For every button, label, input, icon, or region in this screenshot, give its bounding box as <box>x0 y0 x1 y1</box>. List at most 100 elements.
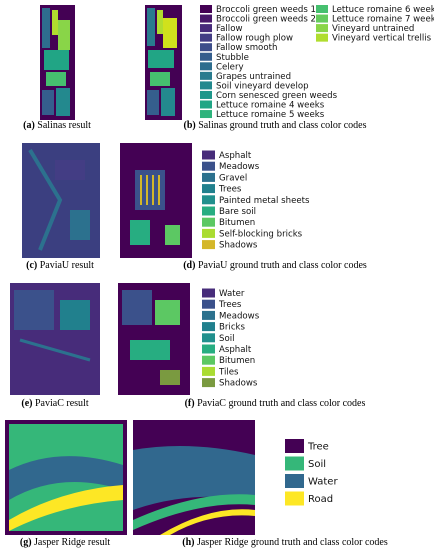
legend-label: Tiles <box>218 367 239 377</box>
salinas-result-map <box>40 5 75 120</box>
legend-swatch <box>202 228 215 238</box>
legend-swatch <box>285 474 304 488</box>
caption-text: Jasper Ridge result <box>34 537 110 548</box>
caption-text: Jasper Ridge ground truth and class colo… <box>197 537 388 548</box>
legend-swatch <box>200 90 212 99</box>
legend-label: Painted metal sheets <box>219 196 310 206</box>
legend-swatch <box>202 366 215 376</box>
legend-swatch <box>202 288 215 298</box>
legend-swatch <box>202 322 215 332</box>
legend-swatch <box>200 43 212 52</box>
paviau-ground-truth-map <box>120 143 192 258</box>
caption-text: Salinas result <box>37 120 91 131</box>
legend-label: Bare soil <box>219 207 256 217</box>
legend-label: Asphalt <box>219 151 252 161</box>
panel-caption: (h) Jasper Ridge ground truth and class … <box>182 537 388 548</box>
paviac-ground-truth-map <box>118 283 190 395</box>
legend-label: Shadows <box>219 241 258 251</box>
legend-swatch <box>202 172 215 182</box>
legend-label: Fallow smooth <box>216 43 277 53</box>
legend-label: Lettuce romaine 4 weeks <box>216 101 325 111</box>
legend-label: Lettuce romaine 5 weeks <box>216 110 325 120</box>
panel-caption: (c) PaviaU result <box>26 260 94 271</box>
legend-swatch <box>202 355 215 365</box>
legend-swatch <box>202 195 215 205</box>
legend-label: Broccoli green weeds 1 <box>216 5 316 15</box>
legend-swatch <box>316 24 328 33</box>
caption-text: PaviaU result <box>40 260 94 271</box>
legend-label: Shadows <box>219 379 258 389</box>
legend-swatch <box>285 439 304 453</box>
caption-label: (f) <box>185 398 195 409</box>
legend-swatch <box>202 217 215 227</box>
legend-swatch <box>200 110 212 119</box>
legend-label: Trees <box>218 185 242 195</box>
legend-swatch <box>202 310 215 320</box>
legend-label: Grapes untrained <box>216 72 291 82</box>
panel-caption: (e) PaviaC result <box>21 398 88 409</box>
legend-label: Bricks <box>219 323 246 333</box>
legend-swatch <box>200 100 212 109</box>
legend-label: Soil <box>219 334 235 344</box>
legend-label: Self-blocking bricks <box>219 229 303 239</box>
legend-swatch <box>316 5 328 13</box>
legend-swatch <box>316 14 328 23</box>
legend-label: Soil vineyard develop <box>216 81 309 91</box>
panel-caption: (d) PaviaU ground truth and class color … <box>183 260 367 271</box>
legend-label: Fallow rough plow <box>216 34 293 44</box>
legend-swatch <box>202 184 215 194</box>
caption-label: (c) <box>26 260 37 271</box>
jasper-result-map <box>5 420 127 535</box>
panel-caption: (b) Salinas ground truth and class color… <box>183 120 366 131</box>
legend-label: Water <box>308 477 338 488</box>
jasper-ground-truth-map <box>133 420 255 535</box>
legend-swatch <box>202 206 215 216</box>
legend-label: Vineyard vertical trellis <box>332 34 432 44</box>
legend-label: Stubble <box>216 53 249 63</box>
legend-label: Meadows <box>219 311 260 321</box>
legend-label: Fallow <box>216 24 242 34</box>
legend-swatch <box>285 456 304 471</box>
legend-label: Trees <box>218 300 242 310</box>
legend-label: Celery <box>216 62 244 72</box>
legend-label: Lettuce romaine 7 weeks <box>332 15 434 25</box>
caption-label: (e) <box>21 398 32 409</box>
legend-label: Water <box>219 289 245 299</box>
legend-swatch <box>200 62 212 71</box>
legend-label: Soil <box>308 459 326 470</box>
legend-label: Lettuce romaine 6 weeks <box>332 5 434 15</box>
caption-label: (g) <box>20 537 32 548</box>
legend-swatch <box>285 491 304 506</box>
panel-caption: (g) Jasper Ridge result <box>20 537 110 548</box>
legend-label: Bitumen <box>219 356 255 366</box>
legend-swatch <box>202 150 215 160</box>
legend-label: Gravel <box>219 173 247 183</box>
caption-label: (d) <box>183 260 195 271</box>
legend-label: Road <box>308 494 333 505</box>
caption-text: PaviaC ground truth and class color code… <box>197 398 365 409</box>
legend-swatch <box>200 81 212 90</box>
legend-label: Broccoli green weeds 2 <box>216 15 316 25</box>
legend-swatch <box>316 33 328 42</box>
legend-swatch <box>200 24 212 33</box>
legend-label: Tree <box>307 442 329 453</box>
caption-label: (b) <box>183 120 195 131</box>
caption-label: (a) <box>23 120 35 131</box>
legend-swatch <box>202 161 215 171</box>
caption-text: Salinas ground truth and class color cod… <box>198 120 366 131</box>
legend-swatch <box>202 240 215 250</box>
legend-swatch <box>200 33 212 42</box>
legend-swatch <box>200 52 212 61</box>
legend-swatch <box>202 333 215 343</box>
legend-swatch <box>200 14 212 23</box>
caption-text: PaviaU ground truth and class color code… <box>198 260 367 271</box>
legend-label: Bitumen <box>219 218 255 228</box>
caption-text: PaviaC result <box>35 398 89 409</box>
legend-label: Vineyard untrained <box>332 24 414 34</box>
panel-caption: (a) Salinas result <box>23 120 91 131</box>
legend-swatch <box>200 71 212 80</box>
legend-swatch <box>202 378 215 388</box>
legend-swatch <box>202 344 215 354</box>
paviac-result-map <box>10 283 100 395</box>
